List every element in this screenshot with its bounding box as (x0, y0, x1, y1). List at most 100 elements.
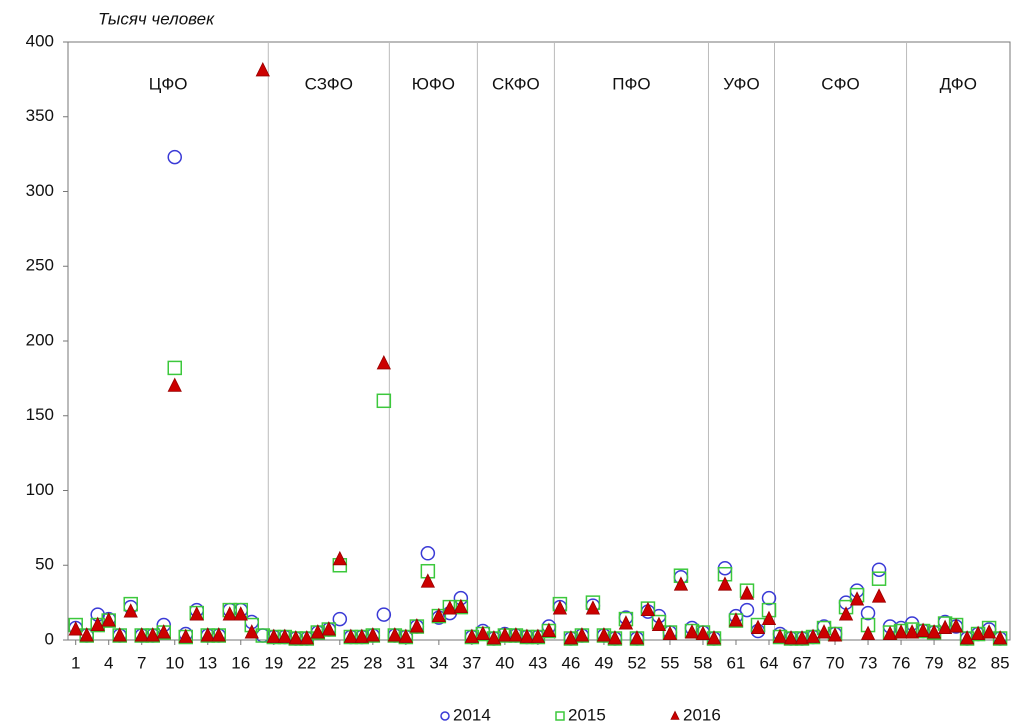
marker (321, 621, 336, 636)
marker (134, 627, 149, 642)
x-tick-label: 67 (793, 653, 812, 672)
marker (354, 628, 369, 643)
plot-area (67, 41, 1011, 641)
marker (233, 606, 248, 621)
marker (970, 625, 986, 640)
marker (937, 619, 953, 634)
marker (981, 624, 997, 639)
marker (860, 605, 876, 621)
marker (453, 598, 469, 614)
marker (750, 619, 766, 634)
legend-marker (440, 711, 450, 721)
marker (893, 624, 909, 639)
x-tick-label: 19 (264, 653, 283, 672)
x-tick-label: 64 (760, 653, 779, 672)
y-tick-label: 300 (26, 181, 54, 200)
marker (508, 627, 524, 642)
legend-label: 2016 (683, 705, 721, 724)
x-tick-label: 10 (165, 653, 184, 672)
y-tick-label: 150 (26, 405, 54, 424)
marker (123, 603, 138, 618)
marker (200, 627, 215, 642)
marker (156, 624, 171, 639)
marker (79, 627, 94, 642)
x-tick-label: 7 (137, 653, 146, 672)
x-tick-label: 85 (991, 653, 1010, 672)
legend-label: 2015 (568, 705, 606, 724)
marker (640, 601, 656, 617)
x-tick-label: 43 (528, 653, 547, 672)
marker (90, 616, 105, 631)
marker (695, 625, 711, 640)
x-tick-label: 22 (297, 653, 316, 672)
marker (211, 627, 226, 642)
x-tick-label: 73 (859, 653, 878, 672)
x-tick-label: 37 (462, 653, 481, 672)
marker (299, 630, 314, 645)
x-tick-label: 4 (104, 653, 113, 672)
marker (717, 576, 733, 591)
x-tick-label: 70 (826, 653, 845, 672)
marker (673, 576, 689, 591)
marker (530, 628, 546, 643)
marker (871, 588, 887, 603)
y-tick-label: 250 (26, 256, 54, 275)
district-label: СФО (821, 74, 859, 93)
marker (497, 627, 513, 642)
marker (420, 573, 436, 588)
marker (915, 622, 931, 637)
district-label: СЗФО (305, 74, 353, 93)
marker (871, 571, 887, 586)
marker (178, 628, 193, 643)
marker (376, 393, 392, 409)
y-tick-label: 50 (35, 555, 54, 574)
marker (739, 602, 755, 618)
x-tick-label: 46 (561, 653, 580, 672)
marker (387, 627, 402, 642)
marker (189, 606, 204, 621)
x-tick-label: 61 (727, 653, 746, 672)
legend-label: 2014 (453, 705, 491, 724)
marker (112, 627, 127, 642)
x-tick-label: 34 (429, 653, 448, 672)
marker (904, 624, 920, 639)
x-tick-label: 58 (694, 653, 713, 672)
marker (519, 628, 535, 643)
x-tick-label: 52 (627, 653, 646, 672)
marker (849, 591, 865, 606)
marker (563, 630, 579, 645)
x-tick-label: 49 (594, 653, 613, 672)
marker (288, 630, 303, 645)
x-tick-label: 25 (330, 653, 349, 672)
marker (266, 628, 281, 643)
marker (486, 630, 502, 645)
marker (222, 606, 237, 621)
marker (816, 624, 832, 639)
marker (332, 611, 348, 627)
marker (684, 624, 700, 639)
marker (585, 600, 601, 615)
marker (365, 627, 380, 642)
marker (926, 624, 942, 639)
marker (772, 628, 788, 643)
marker (662, 625, 678, 640)
marker (959, 630, 975, 645)
marker (552, 600, 568, 615)
marker (310, 624, 325, 639)
marker (431, 607, 447, 623)
marker (761, 610, 777, 625)
marker (68, 621, 83, 636)
x-tick-label: 82 (958, 653, 977, 672)
marker (827, 627, 843, 642)
marker (860, 625, 876, 640)
marker (651, 616, 667, 631)
marker (574, 627, 590, 642)
x-tick-label: 31 (396, 653, 415, 672)
x-tick-label: 1 (71, 653, 80, 672)
marker (618, 615, 634, 630)
x-tick-label: 16 (231, 653, 250, 672)
marker (992, 630, 1008, 645)
marker (761, 590, 777, 606)
marker (277, 628, 292, 643)
